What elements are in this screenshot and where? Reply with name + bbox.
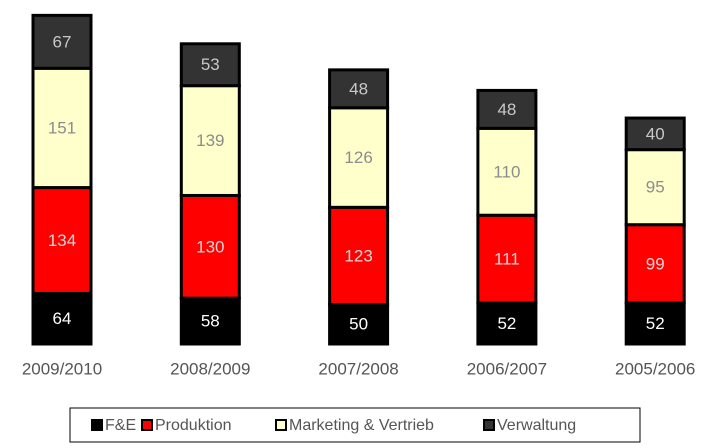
data-label: 134 [48,231,76,250]
x-tick-label: 2006/2007 [467,359,547,378]
bar-segment [624,301,686,346]
data-label: 110 [493,162,520,181]
bar-segment [31,66,93,190]
data-label: 53 [201,55,220,74]
data-label: 111 [494,250,520,269]
bar-segment [624,223,686,305]
bar-segment [179,193,241,300]
data-label: 67 [53,32,72,51]
data-label: 151 [48,118,76,137]
bar-segment [328,205,390,306]
data-label: 48 [349,79,368,98]
legend-label: Produktion [155,417,232,434]
data-label: 139 [196,131,224,150]
legend-box [69,407,641,443]
bar-segment [179,84,241,197]
legend-label: F&E [105,417,136,434]
bar-segment [476,88,538,130]
bar-segment [31,13,93,70]
legend-swatch [275,419,287,431]
bar-segment [179,42,241,88]
data-label: 130 [196,237,224,256]
legend-swatch [91,419,103,431]
data-label: 40 [646,124,665,143]
bar-segment [624,116,686,152]
data-label: 99 [646,254,665,273]
x-tick-label: 2009/2010 [22,359,102,378]
data-label: 95 [646,178,665,197]
legend-swatch [483,419,495,431]
x-tick-label: 2008/2009 [170,359,250,378]
bar-segment [179,296,241,346]
bar-segment [624,148,686,227]
x-tick-label: 2005/2006 [615,359,695,378]
bar-segment [476,213,538,305]
bar-segment [328,68,390,110]
data-label: 123 [344,246,372,265]
data-label: 52 [497,314,516,333]
data-label: 50 [349,315,368,334]
legend-label: Verwaltung [497,417,576,434]
data-label: 48 [497,100,516,119]
x-tick-label: 2007/2008 [318,359,398,378]
bar-segment [31,291,93,346]
data-label: 126 [344,148,372,167]
data-label: 52 [646,314,665,333]
legend-swatch [141,419,153,431]
data-label: 58 [201,312,220,331]
bar-segment [328,106,390,209]
data-label: 64 [53,309,72,328]
legend-label: Marketing & Vertrieb [289,417,434,434]
